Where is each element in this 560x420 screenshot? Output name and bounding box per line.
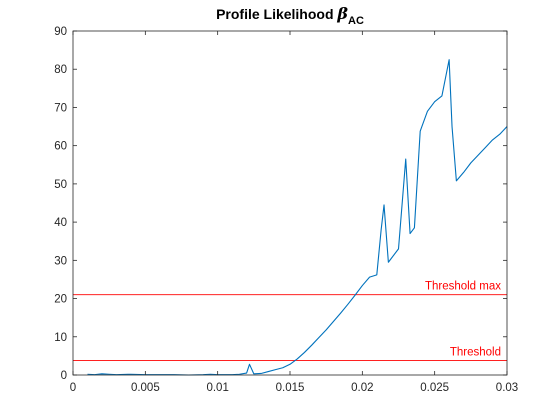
threshold-lines: Threshold max Threshold xyxy=(73,281,507,361)
x-tick-label: 0 xyxy=(70,382,76,394)
y-tick-label: 80 xyxy=(54,64,67,76)
chart-title-subscript: AC xyxy=(348,15,364,27)
x-tick-label: 0.015 xyxy=(276,382,305,394)
y-tick-label: 60 xyxy=(54,141,67,153)
x-tick-label: 0.025 xyxy=(420,382,449,394)
y-tick-label: 40 xyxy=(54,217,67,229)
x-tick-label: 0.005 xyxy=(131,382,160,394)
chart-title-text: Profile Likelihood xyxy=(216,6,337,22)
y-tick-label: 50 xyxy=(54,179,67,191)
y-tick-label: 70 xyxy=(54,102,67,114)
x-tick-label: 0.03 xyxy=(496,382,518,394)
x-tick-label: 0.02 xyxy=(351,382,373,394)
y-axis: 0 10 20 30 40 50 60 70 80 90 xyxy=(54,26,507,382)
threshold-label: Threshold xyxy=(450,346,501,358)
y-tick-label: 20 xyxy=(54,294,67,306)
y-tick-label: 30 xyxy=(54,255,67,267)
y-tick-label: 90 xyxy=(54,26,67,38)
y-tick-label: 10 xyxy=(54,332,67,344)
x-tick-label: 0.01 xyxy=(206,382,228,394)
y-tick-label: 0 xyxy=(61,370,67,382)
plot-area xyxy=(73,31,507,375)
threshold-label: Threshold max xyxy=(425,281,501,293)
chart-title-symbol: β xyxy=(336,4,348,23)
chart-title: Profile Likelihood βAC xyxy=(216,4,364,27)
x-axis: 0 0.005 0.01 0.015 0.02 0.025 0.03 xyxy=(70,31,518,394)
